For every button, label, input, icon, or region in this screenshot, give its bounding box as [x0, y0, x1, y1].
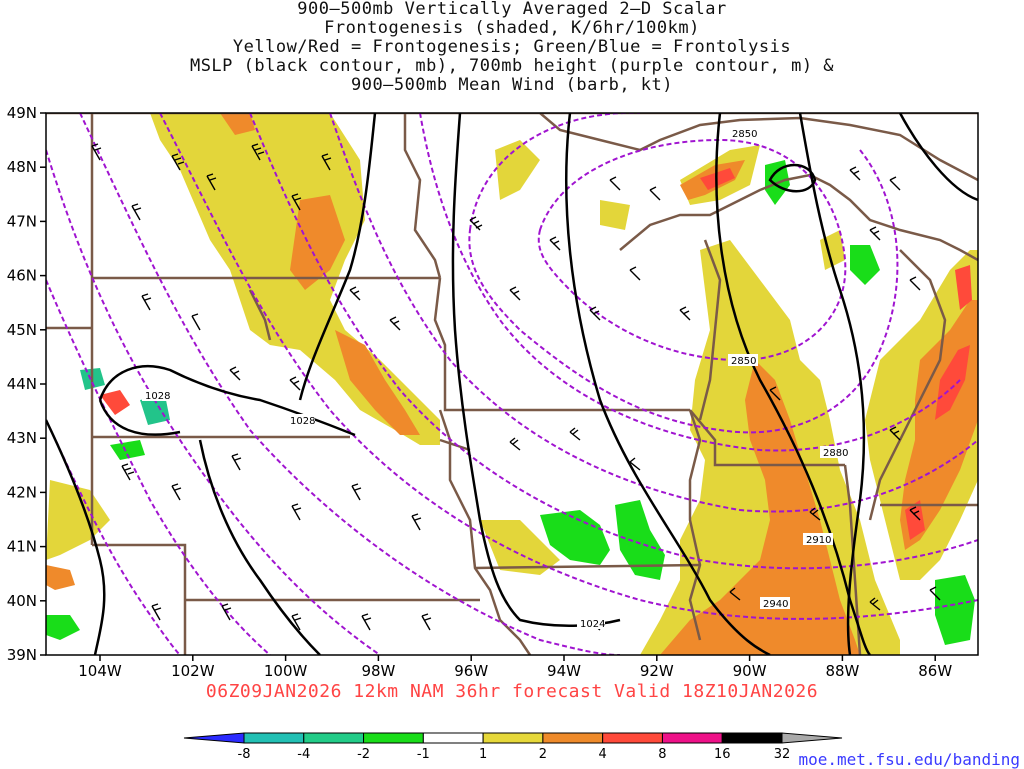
political-borders: [46, 113, 978, 655]
lon-label: 90W: [733, 662, 767, 680]
height-label-2: 2850: [731, 356, 756, 367]
mslp-label-3: 1024: [580, 619, 605, 630]
title-line-4: MSLP (black contour, mb), 700mb height (…: [189, 56, 835, 76]
colorbar-segment: [661, 732, 723, 744]
lon-label: 96W: [454, 662, 488, 680]
title-line-5: 900—500mb Mean Wind (barb, kt): [350, 75, 674, 95]
colorbar-label: -4: [297, 747, 310, 762]
height-label-3: 2880: [823, 448, 848, 459]
map-field-layer: 1028 1028 1024 2850 2850 2880 2910 2940: [46, 113, 978, 655]
lat-label: 48N: [7, 158, 37, 176]
lat-label: 44N: [7, 375, 37, 393]
colorbar-label: 32: [774, 747, 791, 762]
lon-label: 86W: [918, 662, 952, 680]
colorbar: -8 -4 -2 -1 1 2 4 8 16 32: [183, 732, 843, 762]
colorbar-label: -1: [417, 747, 430, 762]
wind-barbs: [91, 143, 941, 631]
colorbar-label: 1: [479, 747, 487, 762]
colorbar-segment: [243, 732, 305, 744]
height-label-4: 2910: [806, 535, 831, 546]
colorbar-segment: [482, 732, 544, 744]
colorbar-segment: [602, 732, 663, 744]
mslp-contours: [46, 113, 978, 655]
title-line-3: Yellow/Red = Frontogenesis; Green/Blue =…: [232, 37, 792, 57]
colorbar-segment: [542, 732, 604, 744]
colorbar-label: -2: [357, 747, 370, 762]
forecast-valid-time: 06Z09JAN2026 12km NAM 36hr forecast Vali…: [205, 681, 819, 702]
lon-label: 88W: [825, 662, 859, 680]
colorbar-low-arrow: [183, 732, 245, 744]
lon-label: 100W: [264, 662, 308, 680]
title-line-2: Frontogenesis (shaded, K/6hr/100km): [324, 18, 700, 38]
lat-label: 45N: [7, 321, 37, 339]
lon-label: 104W: [78, 662, 122, 680]
mslp-label-2: 1028: [290, 416, 315, 427]
lat-label: 47N: [7, 212, 37, 230]
frontogenesis-red: [100, 168, 972, 540]
colorbar-label: 4: [599, 747, 607, 762]
colorbar-segment: [303, 732, 365, 744]
mslp-label-1: 1028: [145, 391, 170, 402]
lat-label: 43N: [7, 429, 37, 447]
colorbar-label: -8: [238, 747, 251, 762]
lon-label: 102W: [171, 662, 215, 680]
latitude-axis: 49N 48N 47N 46N 45N 44N 43N 42N 41N 40N 39N: [7, 104, 46, 664]
lon-label: 98W: [361, 662, 395, 680]
colorbar-label: 16: [714, 747, 731, 762]
contour-labels: 1028 1028 1024 2850 2850 2880 2910 2940: [142, 127, 850, 630]
height-label-1: 2850: [732, 129, 757, 140]
title-block: 900—500mb Vertically Averaged 2—D Scalar…: [0, 0, 1024, 95]
lat-label: 49N: [7, 104, 37, 122]
height-label-5: 2940: [763, 599, 788, 610]
lon-label: 94W: [547, 662, 581, 680]
colorbar-segment: [422, 732, 484, 744]
website-link[interactable]: moe.met.fsu.edu/banding: [798, 750, 1020, 769]
colorbar-high-arrow: [781, 732, 843, 744]
lat-label: 41N: [7, 538, 37, 556]
lat-label: 40N: [7, 592, 37, 610]
colorbar-label: 2: [539, 747, 547, 762]
colorbar-segment: [363, 732, 424, 744]
lat-label: 42N: [7, 483, 37, 501]
title-line-1: 900—500mb Vertically Averaged 2—D Scalar: [297, 0, 727, 19]
longitude-axis: 104W 102W 100W 98W 96W 94W 92W 90W 88W 86W: [78, 655, 952, 680]
colorbar-segment: [721, 732, 783, 744]
lon-label: 92W: [640, 662, 674, 680]
lat-label: 39N: [7, 646, 37, 664]
frontolysis-teal: [80, 368, 170, 425]
colorbar-label: 8: [658, 747, 666, 762]
lat-label: 46N: [7, 267, 37, 285]
